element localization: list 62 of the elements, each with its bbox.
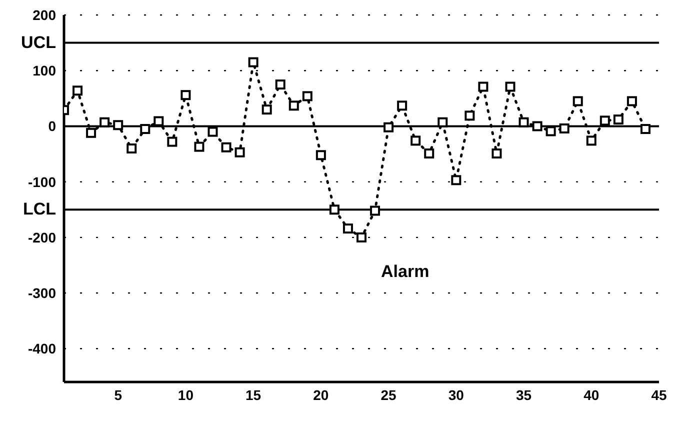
point [208,126,218,137]
point [600,116,610,126]
point [288,100,299,111]
point [248,57,258,68]
point [505,82,516,92]
point [613,114,624,125]
y-tick-label: 200 [32,6,56,23]
point [640,124,650,134]
point [397,100,408,111]
point [100,117,110,128]
y-tick-label: -100 [28,174,56,190]
point [154,116,164,126]
point [140,124,150,134]
point [438,117,448,128]
point [72,86,83,96]
point [464,110,475,121]
point [451,175,462,186]
point [275,80,286,90]
x-tick-label: 45 [651,386,667,403]
point [559,123,570,134]
point [410,136,421,146]
x-tick-label: 35 [516,386,532,403]
point [194,142,204,152]
point [356,232,366,242]
point [113,120,124,130]
point [342,224,353,234]
point [572,96,583,106]
point [478,82,488,92]
point [546,126,556,136]
x-tick-label: 10 [178,386,194,403]
point [302,91,312,102]
point [180,90,191,100]
point [492,148,502,158]
x-tick-label: 15 [246,386,262,403]
y-tick-label: -200 [28,229,56,246]
point [424,148,434,158]
y-tick-label: -300 [28,285,56,301]
point [518,117,529,128]
point [234,147,245,158]
point [126,143,137,154]
y-tick-label: 100 [32,62,56,79]
x-tick-label: 30 [448,386,464,403]
point [626,96,637,106]
point [329,204,340,215]
point [221,142,232,152]
point [370,206,380,216]
ref-line-label: UCL [21,32,56,52]
y-tick-label: 0 [48,118,56,134]
point [532,121,542,132]
point [86,128,96,138]
y-tick-label: -400 [28,340,56,357]
annotation: Alarm [381,262,430,282]
x-tick-label: 5 [114,386,122,403]
point [167,136,178,147]
ref-line-label: LCL [22,200,56,219]
x-tick-label: 25 [380,386,397,403]
x-tick-label: 40 [584,386,600,403]
point [586,136,596,146]
x-tick-label: 20 [313,386,329,403]
point [316,150,326,160]
point [384,122,394,132]
point [262,104,272,115]
